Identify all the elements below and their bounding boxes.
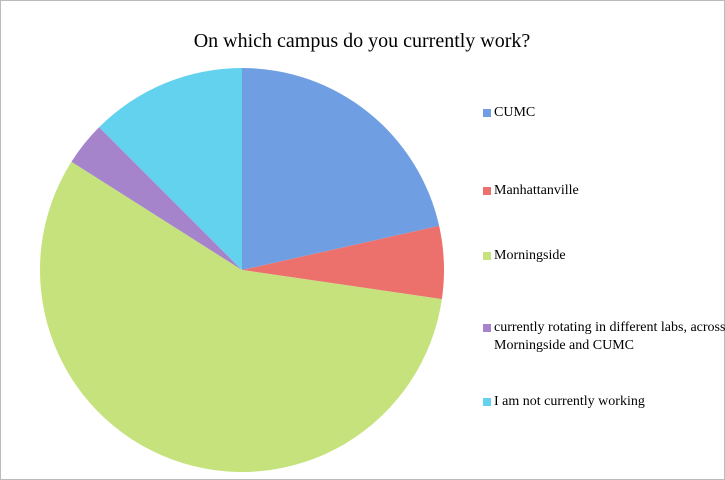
legend-label: Morningside: [494, 248, 566, 263]
legend-item: I am not currently working: [483, 393, 725, 411]
legend: CUMC Manhattanville Morningside currently r…: [475, 0, 725, 480]
legend-swatch: [483, 398, 491, 406]
legend-item: currently rotating in different labs, ac…: [483, 319, 725, 355]
pie-slice: [99, 68, 242, 270]
legend-swatch: [483, 252, 491, 260]
chart-title: On which campus do you currently work?: [194, 30, 531, 52]
pie-slice: [71, 127, 242, 270]
pie-slice: [39, 161, 442, 472]
legend-label: CUMC: [494, 105, 536, 120]
legend-label: I am not currently working: [494, 394, 645, 409]
pie-slice: [242, 68, 440, 270]
legend-item: CUMC: [483, 104, 725, 122]
legend-label: Manhattanville: [494, 183, 579, 198]
legend-label: currently rotating in different labs, ac…: [494, 320, 725, 353]
pie-slice: [242, 225, 444, 300]
legend-swatch: [483, 187, 491, 195]
legend-item: Manhattanville: [483, 182, 725, 200]
legend-item: Morningside: [483, 247, 725, 265]
legend-swatch: [483, 324, 491, 332]
legend-swatch: [483, 109, 491, 117]
